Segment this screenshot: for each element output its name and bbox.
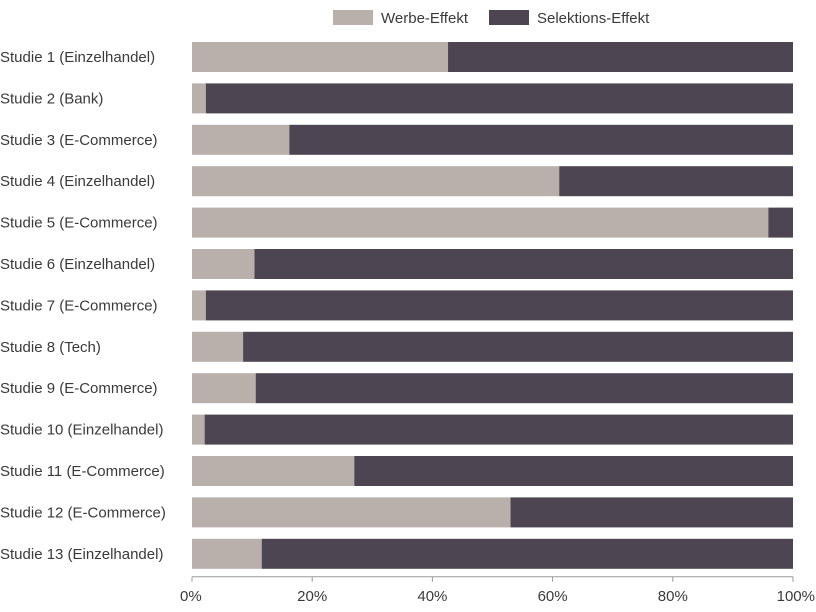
bar-werbe-1 — [192, 42, 449, 72]
bar-selektion-10 — [204, 414, 794, 445]
category-label: Studie 12 (E-Commerce) — [0, 504, 166, 521]
bar-werbe-7 — [192, 290, 206, 321]
category-label: Studie 8 (Tech) — [0, 339, 101, 356]
bar-werbe-12 — [192, 497, 511, 528]
bar-werbe-6 — [192, 249, 255, 279]
bar-werbe-11 — [192, 456, 355, 486]
category-label: Studie 7 (E-Commerce) — [0, 297, 158, 314]
bar-selektion-2 — [205, 83, 793, 114]
legend-swatch-werbe — [333, 10, 373, 25]
category-label: Studie 4 (Einzelhandel) — [0, 173, 155, 190]
bar-werbe-9 — [192, 373, 256, 404]
x-tick-label: 60% — [538, 588, 568, 605]
bars — [192, 42, 794, 569]
x-tick-label: 80% — [658, 588, 688, 605]
bar-selektion-3 — [289, 124, 793, 155]
x-axis: 0% 20% 40% 60% 80% 100% — [180, 576, 815, 605]
category-label: Studie 6 (Einzelhandel) — [0, 256, 155, 273]
bar-selektion-13 — [261, 538, 793, 569]
category-label: Studie 3 (E-Commerce) — [0, 132, 158, 149]
category-label: Studie 13 (Einzelhandel) — [0, 546, 163, 563]
bar-werbe-13 — [192, 538, 262, 569]
bar-selektion-6 — [254, 249, 793, 279]
bar-selektion-7 — [205, 290, 793, 321]
legend: Werbe-Effekt Selektions-Effekt — [333, 10, 650, 27]
bar-selektion-12 — [510, 497, 793, 528]
category-label: Studie 11 (E-Commerce) — [0, 463, 165, 480]
bar-werbe-4 — [192, 166, 560, 197]
category-labels: Studie 1 (Einzelhandel) Studie 2 (Bank) St… — [0, 49, 166, 563]
bar-selektion-11 — [354, 456, 793, 486]
legend-swatch-selektion — [489, 10, 529, 25]
legend-label-werbe: Werbe-Effekt — [381, 10, 469, 27]
category-label: Studie 5 (E-Commerce) — [0, 215, 158, 232]
bar-werbe-3 — [192, 124, 290, 155]
category-label: Studie 2 (Bank) — [0, 90, 103, 107]
bar-werbe-10 — [192, 414, 205, 445]
x-tick-label: 100% — [777, 588, 815, 605]
bar-werbe-8 — [192, 331, 244, 362]
category-label: Studie 1 (Einzelhandel) — [0, 49, 155, 66]
bar-werbe-2 — [192, 83, 206, 114]
bar-werbe-5 — [192, 207, 769, 238]
bar-selektion-4 — [559, 166, 793, 197]
bar-selektion-5 — [768, 207, 793, 238]
legend-label-selektion: Selektions-Effekt — [537, 10, 650, 27]
x-tick-label: 20% — [297, 588, 327, 605]
bar-selektion-8 — [243, 331, 793, 362]
category-label: Studie 10 (Einzelhandel) — [0, 422, 163, 439]
bar-selektion-1 — [448, 42, 793, 72]
x-tick-label: 0% — [180, 588, 202, 605]
x-tick-label: 40% — [417, 588, 447, 605]
bar-selektion-9 — [255, 373, 793, 404]
category-label: Studie 9 (E-Commerce) — [0, 380, 158, 397]
